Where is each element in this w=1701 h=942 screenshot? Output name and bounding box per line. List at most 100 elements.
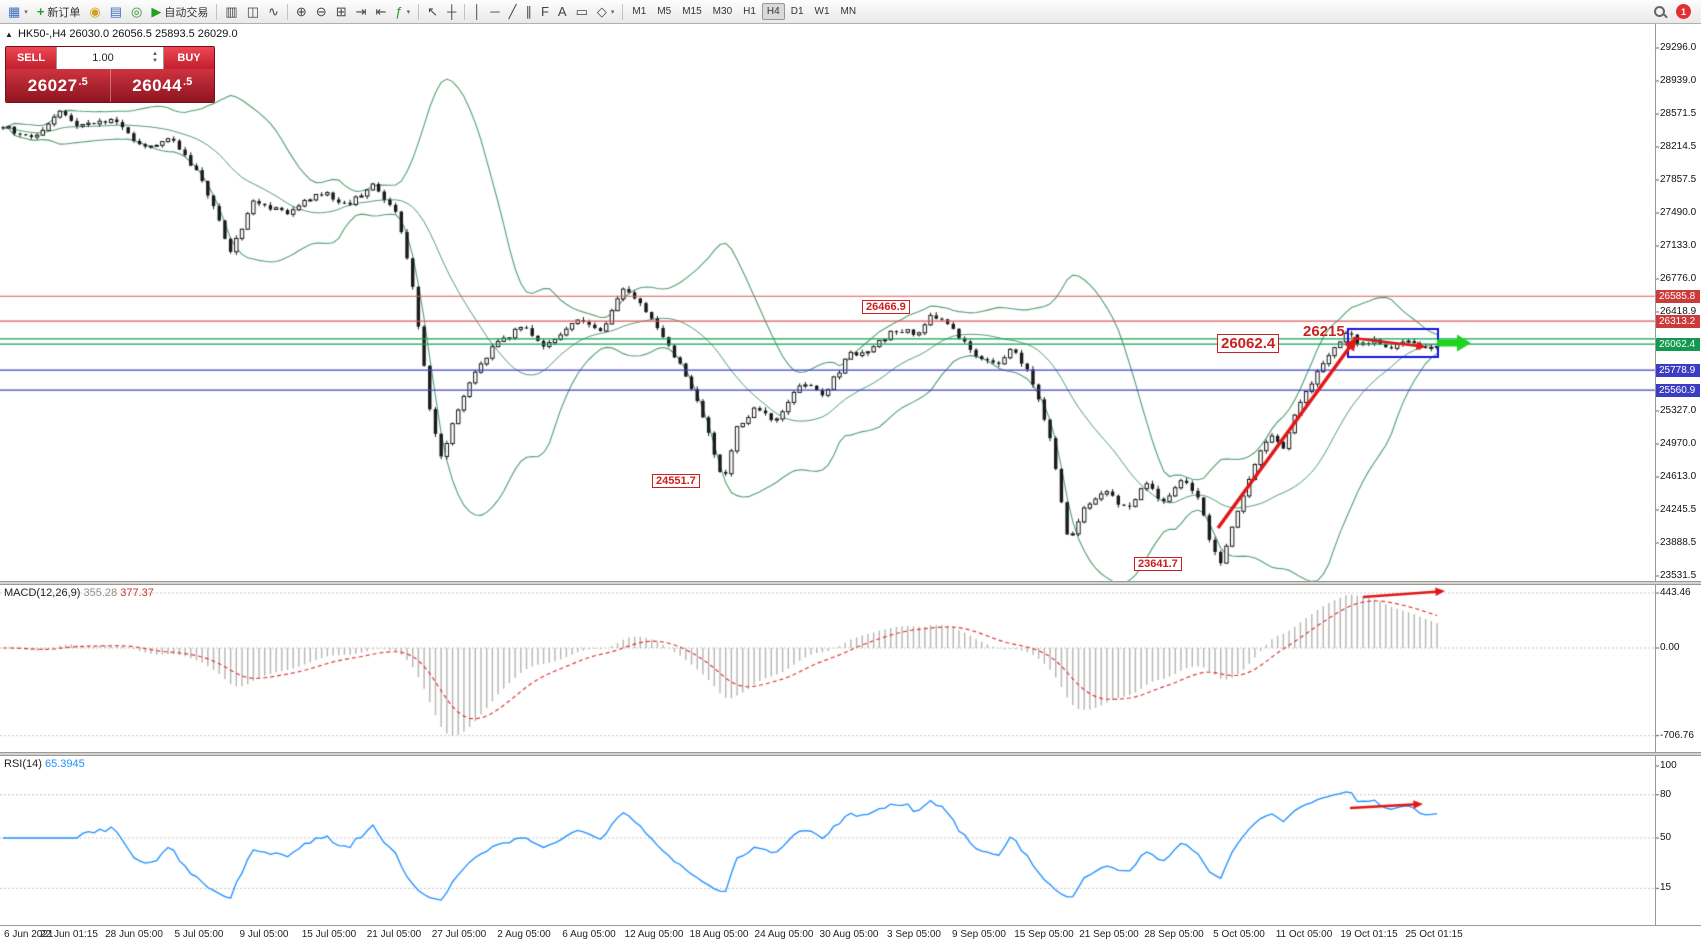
- tile-windows-button[interactable]: ⊞: [332, 1, 351, 23]
- navigator-icon: ◎: [131, 4, 143, 19]
- label-icon: ▭: [575, 4, 588, 19]
- crosshair-icon: ┼: [447, 4, 457, 19]
- volume-stepper[interactable]: ▲ ▼: [149, 51, 161, 65]
- timeframe-h1-button[interactable]: H1: [743, 6, 756, 17]
- price-axis-label: 24970.0: [1660, 438, 1697, 449]
- rsi-axis-label: 80: [1660, 788, 1672, 800]
- vertical-line-button[interactable]: │: [469, 1, 485, 23]
- chart-marker-icon: ▲: [5, 30, 13, 39]
- indicators-button[interactable]: ƒ ▾: [391, 1, 414, 23]
- timeframe-m5-button[interactable]: M5: [657, 6, 672, 17]
- one-click-trading-widget: SELL 1.00 ▲ ▼ BUY 26027.5 26044.5: [5, 46, 215, 103]
- ohlc-values: 26030.0 26056.5 25893.5 26029.0: [69, 28, 238, 40]
- autotrade-button[interactable]: ▶ 自动交易: [147, 1, 212, 23]
- label-button[interactable]: ▭: [572, 1, 592, 23]
- new-chart-button[interactable]: ▦ ▾: [4, 1, 32, 23]
- sell-button[interactable]: SELL: [6, 47, 56, 69]
- horizontal-line-button[interactable]: ─: [486, 1, 503, 23]
- price-tag: 26313.2: [1656, 314, 1700, 328]
- market-watch-button[interactable]: ◉: [85, 1, 104, 23]
- buy-button[interactable]: BUY: [164, 47, 214, 69]
- shapes-icon: ◇: [596, 4, 607, 19]
- time-axis-label: 30 Aug 05:00: [819, 929, 879, 940]
- buy-price[interactable]: 26044.5: [111, 69, 215, 102]
- volume-up-icon[interactable]: ▲: [152, 51, 158, 57]
- timeframe-m30-button[interactable]: M30: [712, 6, 733, 17]
- channel-icon: ∥: [525, 4, 532, 19]
- volume-down-icon[interactable]: ▼: [152, 58, 158, 64]
- price-annotation[interactable]: 24551.7: [652, 474, 700, 488]
- price-axis-label: 24613.0: [1660, 471, 1697, 482]
- autotrade-icon: ▶: [151, 4, 162, 19]
- notification-badge[interactable]: 1: [1676, 4, 1691, 19]
- sell-price-main: 26027: [27, 75, 78, 95]
- toolbar-separator: [622, 3, 624, 20]
- timeframe-mn-button[interactable]: MN: [840, 6, 857, 17]
- time-axis-label: 19 Oct 01:15: [1340, 929, 1398, 940]
- new-order-icon: +: [36, 4, 45, 19]
- buy-price-frac: .5: [183, 76, 193, 88]
- auto-scroll-button[interactable]: ⇥: [352, 1, 371, 23]
- volume-field[interactable]: 1.00 ▲ ▼: [56, 47, 164, 69]
- bars-chart-button[interactable]: ▥: [221, 1, 241, 23]
- time-axis-label: 15 Sep 05:00: [1014, 929, 1074, 940]
- data-window-icon: ▤: [109, 4, 123, 19]
- toolbar-right: 1: [1652, 4, 1697, 20]
- sell-price[interactable]: 26027.5: [6, 69, 110, 102]
- macd-title: MACD(12,26,9): [4, 587, 81, 599]
- time-axis-border: [0, 925, 1701, 926]
- timeframe-d1-button[interactable]: D1: [790, 6, 804, 17]
- time-axis-label: 5 Jul 05:00: [174, 929, 224, 940]
- toolbar-separator: [286, 3, 288, 20]
- trend-line-button[interactable]: ╱: [505, 1, 521, 23]
- timeframe-m15-button[interactable]: M15: [682, 6, 702, 17]
- text-button[interactable]: A: [554, 1, 571, 23]
- price-annotation[interactable]: 26062.4: [1217, 334, 1280, 353]
- chevron-down-icon: ▾: [406, 8, 411, 16]
- search-icon[interactable]: [1652, 4, 1668, 20]
- navigator-button[interactable]: ◎: [127, 1, 146, 23]
- timeframe-m1-button[interactable]: M1: [632, 6, 647, 17]
- cursor-button[interactable]: ↖: [423, 1, 442, 23]
- zoom-in-button[interactable]: ⊕: [292, 1, 311, 23]
- auto-scroll-icon: ⇥: [355, 4, 367, 19]
- price-annotation[interactable]: 23641.7: [1134, 557, 1182, 571]
- toolbar-separator: [464, 3, 466, 20]
- panel-separator[interactable]: [0, 581, 1701, 585]
- price-annotation[interactable]: 26215: [1303, 323, 1345, 340]
- time-axis-label: 3 Sep 05:00: [887, 929, 941, 940]
- market-watch-icon: ◉: [89, 4, 101, 19]
- price-axis-label: 27490.0: [1660, 207, 1697, 218]
- new-order-label: 新订单: [47, 6, 81, 19]
- crosshair-button[interactable]: ┼: [443, 1, 460, 23]
- fibonacci-button[interactable]: F: [537, 1, 553, 23]
- data-window-button[interactable]: ▤: [106, 1, 126, 23]
- horizontal-line-icon: ─: [490, 4, 500, 19]
- timeframe-w1-button[interactable]: W1: [814, 6, 830, 17]
- macd-axis-label: 0.00: [1660, 642, 1680, 653]
- chart-shift-button[interactable]: ⇤: [372, 1, 391, 23]
- toolbar-separator: [418, 3, 420, 20]
- zoom-out-button[interactable]: ⊖: [312, 1, 331, 23]
- volume-value: 1.00: [92, 52, 114, 64]
- trend-line-icon: ╱: [508, 4, 517, 19]
- new-order-button[interactable]: + 新订单: [33, 1, 85, 23]
- price-tag: 25560.9: [1656, 383, 1700, 397]
- panel-separator[interactable]: [0, 752, 1701, 756]
- indicators-icon: ƒ: [395, 4, 403, 19]
- price-axis-label: 23888.5: [1660, 537, 1697, 548]
- candles-chart-button[interactable]: ◫: [243, 1, 263, 23]
- time-axis-label: 6 Jun 2021: [4, 929, 54, 940]
- chart-ohlc-info: ▲ HK50-,H4 26030.0 26056.5 25893.5 26029…: [5, 28, 238, 40]
- bars-chart-icon: ▥: [225, 4, 238, 19]
- rsi-label: RSI(14) 65.3945: [4, 758, 85, 770]
- shapes-button[interactable]: ◇ ▾: [593, 1, 619, 23]
- macd-axis-label: 443.46: [1660, 587, 1691, 598]
- price-axis-label: 27133.0: [1660, 240, 1697, 251]
- channel-button[interactable]: ∥: [521, 1, 536, 23]
- line-chart-button[interactable]: ∿: [264, 1, 283, 23]
- price-annotation[interactable]: 26466.9: [862, 300, 910, 314]
- timeframe-h4-button[interactable]: H4: [761, 3, 785, 20]
